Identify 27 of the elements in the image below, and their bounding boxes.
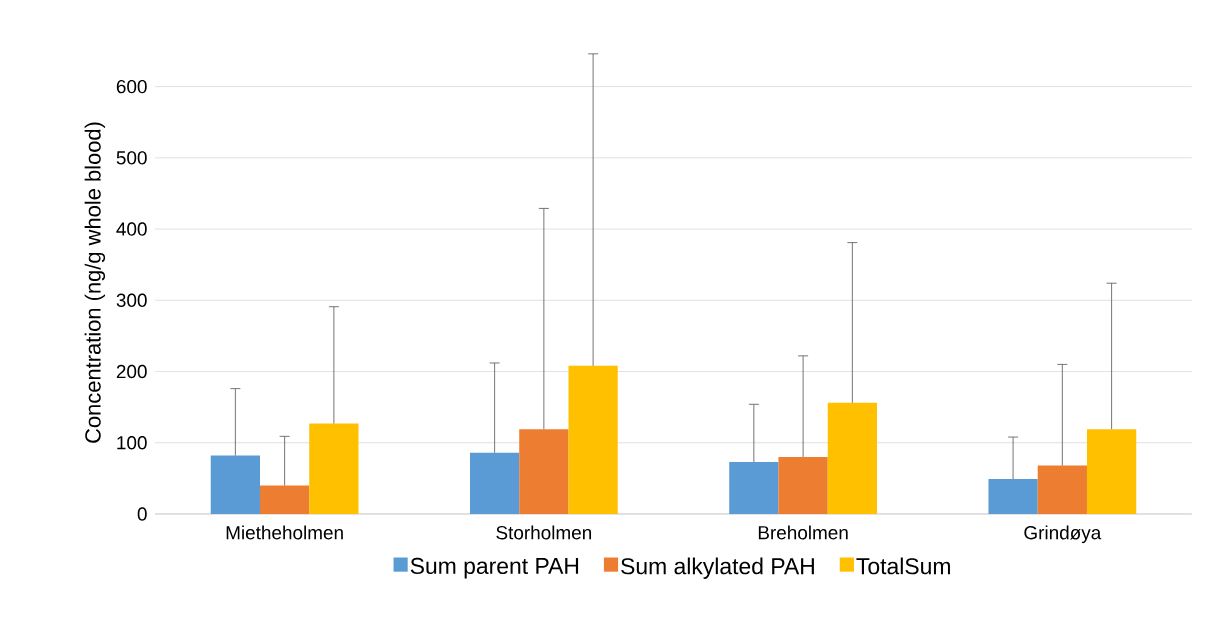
bar [1037,465,1087,514]
bar [988,479,1038,514]
y-tick-label: 100 [117,436,147,450]
bar [1086,429,1137,514]
y-tick-label: 200 [116,364,147,379]
y-tick-label: 600 [116,79,147,94]
y-tick-label: 400 [116,222,147,236]
x-tick-label: Breholmen [758,525,848,540]
bar [309,423,359,514]
bar [568,365,618,514]
y-axis-title: Concentration (ng/g whole blood) [84,122,106,443]
y-tick-label: 300 [116,293,147,307]
bar [827,402,877,514]
x-tick-label: Mietheholmen [226,525,343,540]
y-tick-label: 500 [116,151,147,165]
legend-label: Sum alkylated PAH [621,557,814,579]
bar [469,452,520,514]
x-tick-label: Grindøya [1024,525,1102,544]
bar [260,485,310,514]
x-tick-label: Storholmen [496,525,592,540]
legend-label: TotalSum [856,557,950,575]
bar [519,429,569,514]
legend-label: Sum parent PAH [410,557,579,579]
bar [729,461,779,514]
bar [210,455,260,514]
bar [778,457,828,514]
y-tick-label: 0 [137,507,147,521]
